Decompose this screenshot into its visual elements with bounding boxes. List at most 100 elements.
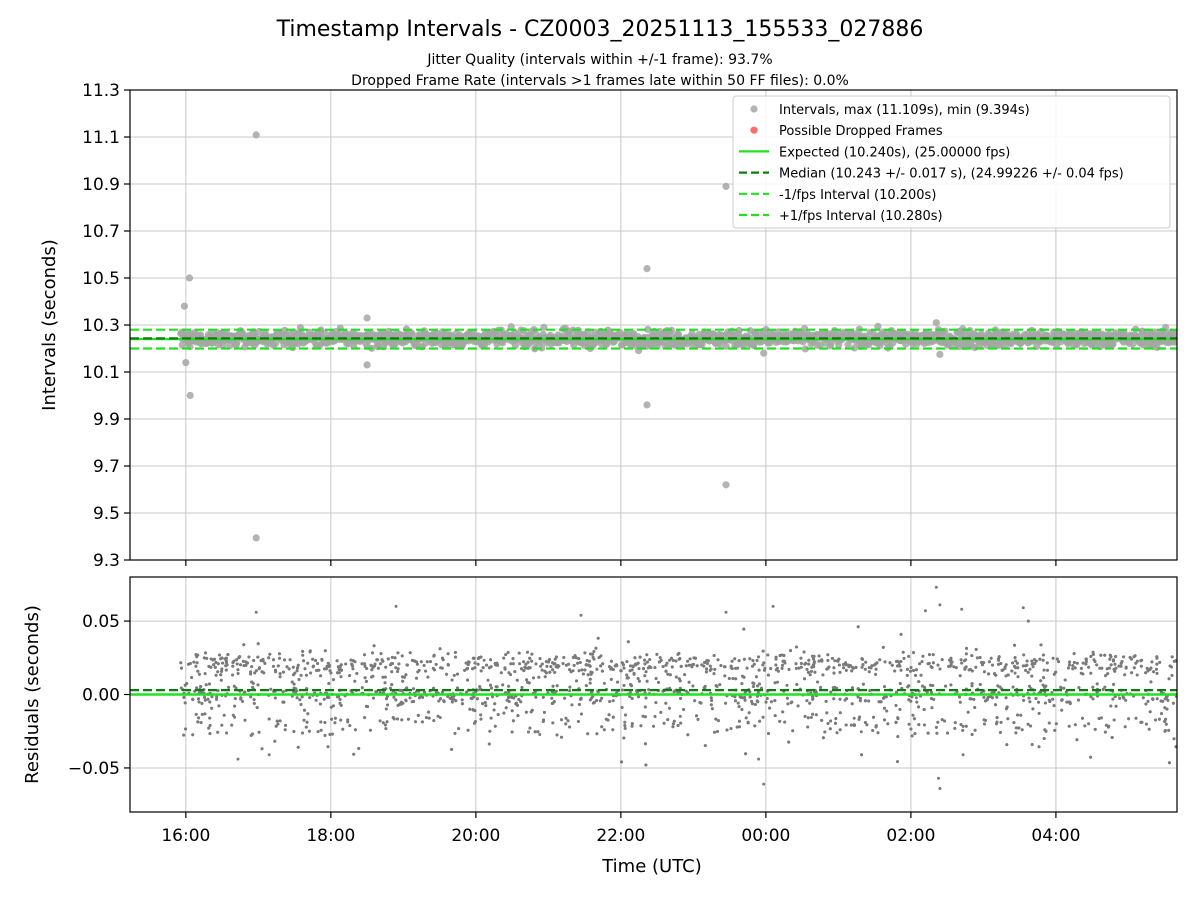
residual-point [1020,728,1024,732]
residual-point [496,663,500,667]
residual-point [661,665,665,669]
interval-point [1173,330,1177,338]
residual-point [858,699,862,703]
residual-point [762,661,766,665]
residual-point [394,698,398,702]
residual-point [523,665,527,669]
residual-point [1165,707,1169,711]
residual-point [664,663,668,667]
residual-point [819,686,823,689]
residual-point [412,700,416,703]
residual-point [390,670,394,674]
residual-point [383,723,387,727]
residual-point [330,732,334,736]
residual-point [1149,680,1153,684]
chart-subtitle-dropped: Dropped Frame Rate (intervals >1 frames … [351,73,849,89]
residual-point [504,653,508,657]
residual-point [396,703,400,707]
residual-point [304,673,308,677]
residual-point [620,688,624,692]
y-tick-label: 10.9 [82,175,120,195]
residual-point [789,701,793,705]
residual-point [1127,717,1131,721]
residual-point [182,733,186,737]
residual-point [592,650,596,653]
residual-point [730,667,734,671]
residual-point [537,675,541,679]
residual-point [422,664,426,667]
residual-point [450,678,454,682]
residual-point [905,667,909,671]
residual-point [959,723,963,726]
residual-point [304,725,308,729]
residual-point [923,723,926,727]
residual-point [847,665,851,669]
residual-point [333,721,337,725]
residual-point [530,708,534,712]
residual-point [1043,685,1047,689]
residual-point [590,696,594,700]
residual-point [551,684,555,688]
residual-point [466,728,470,732]
residual-point [551,721,555,725]
residual-point [580,668,584,672]
residual-point [456,686,459,690]
residual-point [564,663,568,667]
residual-point [208,724,212,727]
residual-point [803,714,807,718]
residual-point [507,684,511,688]
residual-point [769,667,773,671]
residual-point [491,695,494,699]
residual-point [420,720,424,724]
residual-point [425,660,429,664]
residual-point [1042,676,1045,680]
interval-outlier-point [643,401,651,409]
residual-point [910,734,914,738]
residual-point [379,652,383,656]
residual-point [911,713,915,717]
residual-point [1067,724,1071,728]
residual-point [1114,704,1118,708]
residual-point [412,687,415,691]
residual-point [914,673,917,677]
residual-point [1006,717,1010,721]
residual-point [440,666,444,670]
legend-entry-label: -1/fps Interval (10.200s) [779,188,936,203]
residual-point [805,699,809,703]
residual-point [191,733,195,737]
residual-point [392,717,396,721]
residual-point [607,713,611,717]
residual-point [1165,695,1169,699]
residual-point [804,661,808,665]
residual-point [236,672,240,675]
residual-point [214,660,218,664]
residual-point [709,667,713,671]
residual-point [712,654,716,657]
residual-point [1084,660,1088,663]
residual-point [319,674,323,678]
residual-point [308,696,312,700]
residual-point [1072,652,1076,656]
residual-point [554,689,558,693]
residuals-plot-area [130,585,1177,790]
residual-point [1055,657,1059,661]
residual-point [630,697,634,700]
residual-point [260,670,264,674]
residual-point [902,656,906,660]
residual-point [872,663,876,667]
residual-point [583,651,587,655]
residual-point [1132,666,1136,670]
residual-point [752,682,756,685]
residual-point [918,662,922,666]
residual-point [1019,713,1023,717]
residual-point [249,733,253,737]
residual-point [1025,659,1029,663]
residual-point [768,706,772,710]
residual-point [517,698,521,701]
residual-point [1171,701,1175,705]
residual-point [235,662,239,666]
residual-point [715,685,719,688]
residual-point [861,682,865,686]
residual-point [705,667,708,671]
residual-point [708,664,712,668]
